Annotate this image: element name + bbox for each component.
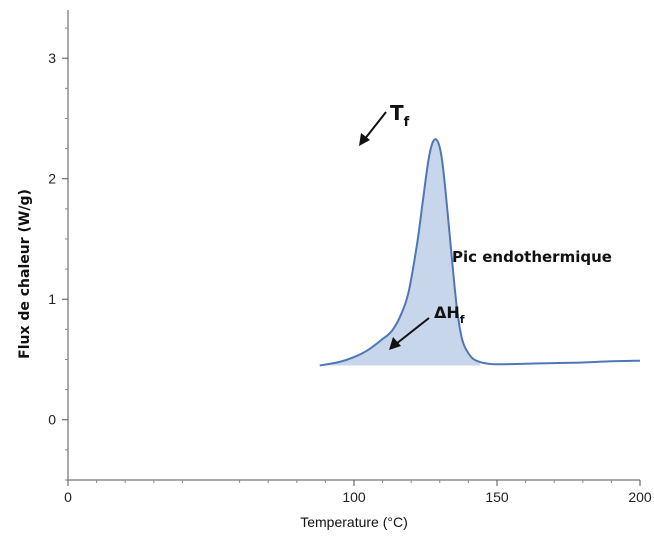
tf-label: Tf: [390, 101, 410, 130]
heat-flow-curve: [319, 138, 641, 367]
dhf-label: ΔHf: [434, 303, 465, 326]
annotation-tf: Tf: [359, 101, 410, 146]
x-axis-label: Temperature (°C): [300, 514, 408, 530]
dhf-main: ΔH: [434, 303, 460, 322]
tf-subscript: f: [404, 115, 410, 130]
x-tick-label: 200: [628, 489, 652, 505]
y-tick-label: 0: [48, 412, 56, 428]
dhf-arrow-head: [389, 337, 401, 350]
x-ticks: 0 100 150 200: [64, 480, 652, 505]
peak-area-fill: [319, 139, 480, 366]
minor-ticks: [65, 27, 612, 483]
x-tick-label: 100: [342, 489, 366, 505]
y-tick-label: 3: [48, 50, 56, 66]
y-tick-label: 1: [48, 291, 56, 307]
tf-arrow-head: [359, 133, 370, 146]
y-axis-label: Flux de chaleur (W/g): [17, 189, 33, 359]
y-tick-label: 2: [48, 171, 56, 187]
annotation-dhf: ΔHf: [389, 303, 465, 350]
dhf-arrow-shaft: [395, 317, 430, 345]
y-ticks: 0 1 2 3: [48, 50, 68, 428]
plot-frame: [67, 10, 640, 481]
tf-main: T: [390, 101, 404, 125]
dhf-subscript: f: [460, 313, 465, 326]
tf-arrow-shaft: [363, 111, 387, 141]
x-tick-label: 0: [64, 489, 72, 505]
x-tick-label: 150: [485, 489, 509, 505]
pic-endothermique-label: Pic endothermique: [452, 248, 612, 266]
